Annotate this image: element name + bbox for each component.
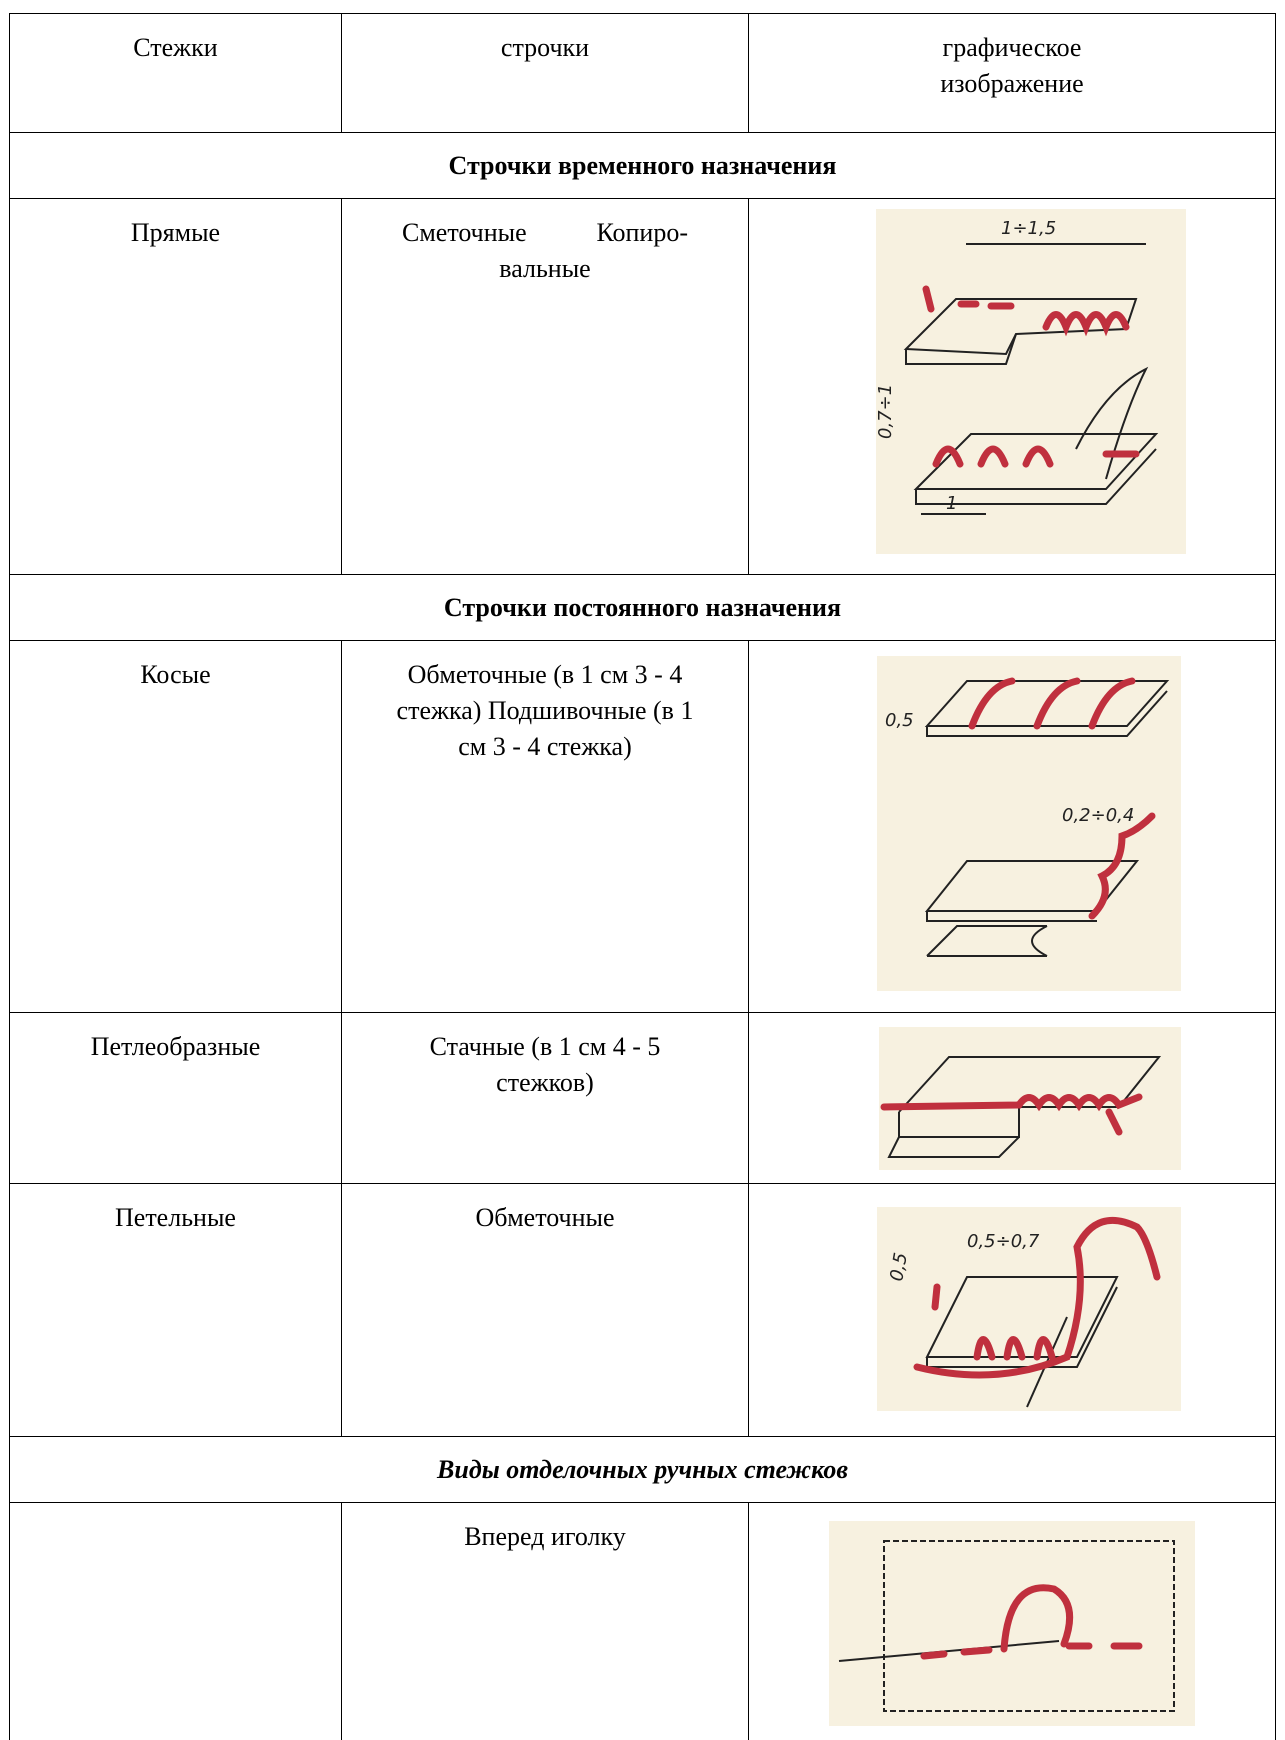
stitch-figure: 1÷1,5 0,7÷1 1 [876,209,1186,554]
figure-cell [748,1502,1276,1740]
stitch-table: Стежки строчки графическое изображение С… [9,13,1276,1740]
section-title: Строчки временного назначения [9,132,1276,199]
figure-cell: 0,5÷0,7 0,5 [748,1183,1276,1437]
stitch-figure: 0,5 0,2÷0,4 [877,656,1181,991]
line-cell: Стачные (в 1 см 4 - 5 стежков) [341,1012,749,1184]
line-cell: Обметочные (в 1 см 3 - 4 стежка) Подшиво… [341,640,749,1013]
line-cell: Сметочные Копиро- вальные [341,198,749,575]
stitch-cell: Петлеобразные [9,1012,342,1184]
stitch-figure: 0,5÷0,7 0,5 [877,1207,1181,1411]
header-cell: строчки [341,13,749,133]
figure-label: 0,5÷0,7 [967,1231,1040,1252]
stitch-cell [9,1502,342,1740]
figure-label: 0,5 [886,1251,912,1283]
figure-cell [748,1012,1276,1184]
stitch-figure [829,1521,1195,1726]
stitch-figure [879,1027,1181,1170]
figure-label: 1÷1,5 [1001,218,1056,239]
figure-label: 0,5 [885,710,914,731]
section-title: Строчки постоянного назначения [9,574,1276,641]
line-cell: Обметочные [341,1183,749,1437]
stitch-cell: Петельные [9,1183,342,1437]
figure-label: 0,7÷1 [876,384,896,439]
figure-label: 0,2÷0,4 [1062,805,1134,826]
figure-label: 1 [946,493,957,514]
section-title: Виды отделочных ручных стежков [9,1436,1276,1503]
figure-cell: 0,5 0,2÷0,4 [748,640,1276,1013]
header-cell: Стежки [9,13,342,133]
figure-cell: 1÷1,5 0,7÷1 1 [748,198,1276,575]
header-cell: графическое изображение [748,13,1276,133]
stitch-cell: Косые [9,640,342,1013]
header-row: Стежки строчки графическое изображение [9,13,1276,133]
line-cell: Вперед иголку [341,1502,749,1740]
stitch-cell: Прямые [9,198,342,575]
